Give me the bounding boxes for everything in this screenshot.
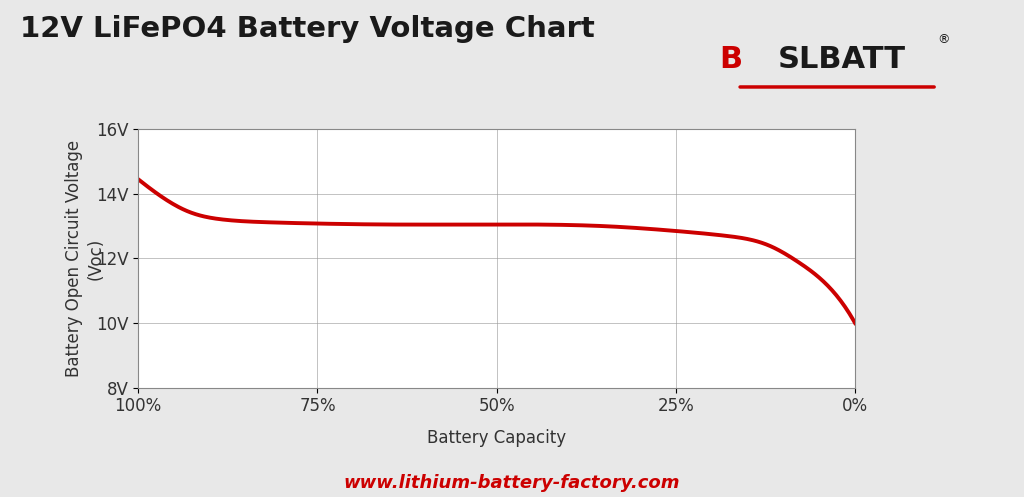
Text: 12V LiFePO4 Battery Voltage Chart: 12V LiFePO4 Battery Voltage Chart bbox=[20, 15, 595, 43]
Text: ®: ® bbox=[937, 33, 949, 46]
Text: B: B bbox=[719, 45, 742, 74]
Text: www.lithium-battery-factory.com: www.lithium-battery-factory.com bbox=[344, 474, 680, 492]
Y-axis label: Battery Open Circuit Voltage
(Voc): Battery Open Circuit Voltage (Voc) bbox=[66, 140, 104, 377]
Text: SLBATT: SLBATT bbox=[778, 45, 906, 74]
X-axis label: Battery Capacity: Battery Capacity bbox=[427, 429, 566, 447]
